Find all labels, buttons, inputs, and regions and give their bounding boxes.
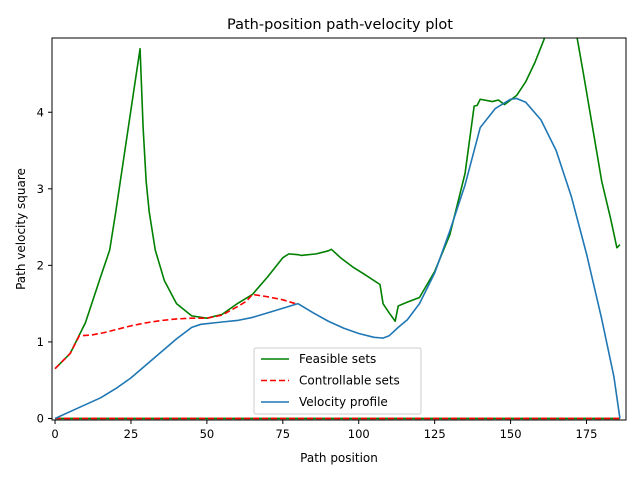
legend-label: Controllable sets bbox=[299, 374, 400, 388]
x-tick-label: 100 bbox=[348, 427, 370, 441]
x-tick-label: 175 bbox=[576, 427, 598, 441]
series-line-0 bbox=[54, 38, 621, 370]
y-tick-label: 3 bbox=[37, 182, 44, 196]
series-line-4 bbox=[54, 97, 621, 420]
y-tick-label: 4 bbox=[37, 105, 44, 119]
x-tick-label: 125 bbox=[424, 427, 446, 441]
tick-layer: 0 25 50 75 100 125 150 175 0 1 2 3 4 bbox=[37, 105, 598, 441]
y-tick-label: 2 bbox=[37, 258, 44, 272]
y-tick-label: 1 bbox=[37, 335, 44, 349]
legend-label: Velocity profile bbox=[299, 395, 388, 409]
x-axis-label: Path position bbox=[300, 451, 378, 465]
x-tick-label: 25 bbox=[124, 427, 139, 441]
y-axis-label: Path velocity square bbox=[14, 168, 28, 290]
series-layer bbox=[54, 38, 621, 420]
legend-box bbox=[253, 347, 422, 415]
plot-frame bbox=[51, 37, 627, 421]
legend-label: Feasible sets bbox=[299, 352, 376, 366]
series-line-2 bbox=[54, 293, 299, 370]
y-tick-label: 0 bbox=[37, 411, 44, 425]
x-tick-label: 0 bbox=[51, 427, 58, 441]
x-tick-label: 50 bbox=[200, 427, 215, 441]
chart-title: Path-position path-velocity plot bbox=[227, 17, 453, 33]
x-tick-label: 75 bbox=[275, 427, 290, 441]
x-tick-label: 150 bbox=[500, 427, 522, 441]
legend: Feasible sets Controllable sets Velocity p… bbox=[253, 347, 422, 415]
